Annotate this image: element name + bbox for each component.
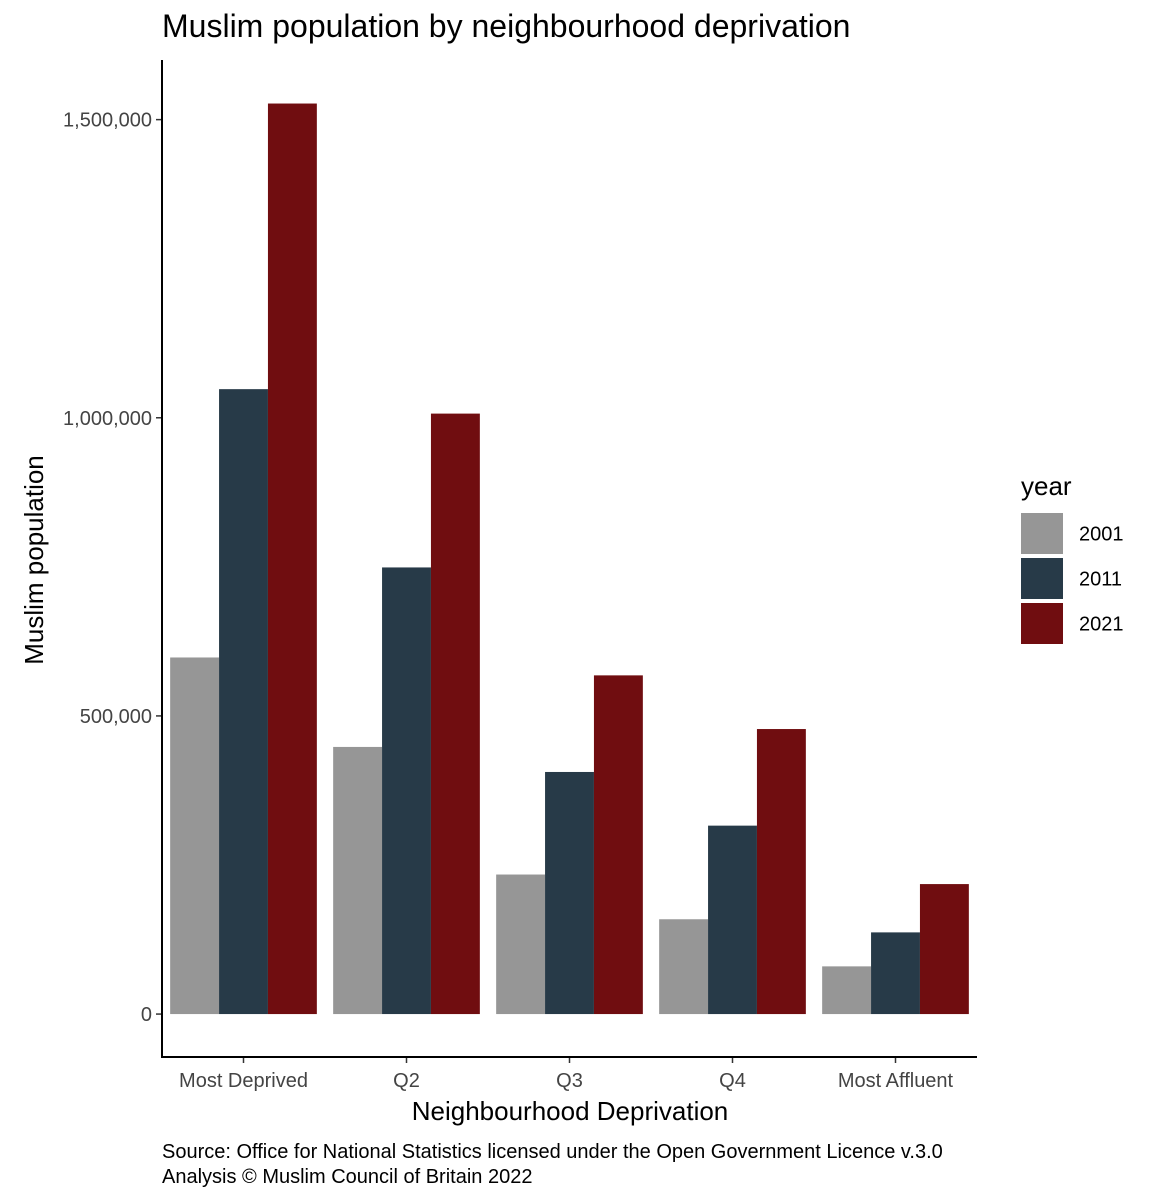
- caption-analysis: Analysis © Muslim Council of Britain 202…: [162, 1166, 532, 1188]
- legend: year 2001 2011 2021: [1021, 471, 1124, 644]
- bar-q3-2001: [496, 874, 546, 1015]
- bar-q2-2001: [333, 746, 383, 1015]
- y-tick-label: 1,000,000: [63, 408, 152, 430]
- x-tick-label: Q3: [556, 1070, 583, 1092]
- bar-q3-2021: [593, 675, 643, 1015]
- bar-q4-2001: [659, 919, 709, 1015]
- bar-q2-2011: [382, 567, 431, 1015]
- bar-most-affluent-2011: [871, 932, 920, 1015]
- x-axis-ticks: Most Deprived Q2 Q3 Q4 Most Affluent: [179, 1057, 954, 1092]
- legend-label-2001: 2001: [1079, 524, 1124, 546]
- bar-q4-2021: [756, 729, 806, 1015]
- legend-key-2011: [1021, 558, 1063, 599]
- bar-most-affluent-2021: [919, 884, 969, 1015]
- y-axis-title: Muslim population: [19, 455, 49, 665]
- legend-label-2021: 2021: [1079, 614, 1124, 636]
- y-tick-label: 1,500,000: [63, 110, 152, 132]
- x-tick-label: Q2: [393, 1070, 420, 1092]
- bar-q3-2011: [545, 771, 594, 1015]
- legend-key-2021: [1021, 603, 1063, 644]
- bar-most-deprived-2021: [267, 103, 317, 1015]
- bars: [170, 103, 969, 1015]
- bar-most-affluent-2001: [822, 966, 872, 1015]
- y-tick-label: 0: [141, 1004, 152, 1026]
- legend-label-2011: 2011: [1079, 569, 1122, 591]
- legend-key-2001: [1021, 513, 1063, 554]
- bar-q4-2011: [708, 825, 757, 1015]
- chart-title: Muslim population by neighbourhood depri…: [162, 8, 850, 44]
- x-tick-label: Q4: [719, 1070, 746, 1092]
- x-axis-title: Neighbourhood Deprivation: [412, 1096, 729, 1126]
- y-tick-label: 500,000: [80, 706, 152, 728]
- x-tick-label: Most Deprived: [179, 1070, 308, 1092]
- bar-most-deprived-2001: [170, 657, 220, 1015]
- bar-q2-2021: [430, 413, 480, 1015]
- bar-most-deprived-2011: [219, 389, 268, 1015]
- y-axis-ticks: 0 500,000 1,000,000 1,500,000: [63, 110, 162, 1026]
- x-tick-label: Most Affluent: [838, 1070, 954, 1092]
- legend-title: year: [1021, 471, 1072, 501]
- caption-source: Source: Office for National Statistics l…: [162, 1141, 943, 1163]
